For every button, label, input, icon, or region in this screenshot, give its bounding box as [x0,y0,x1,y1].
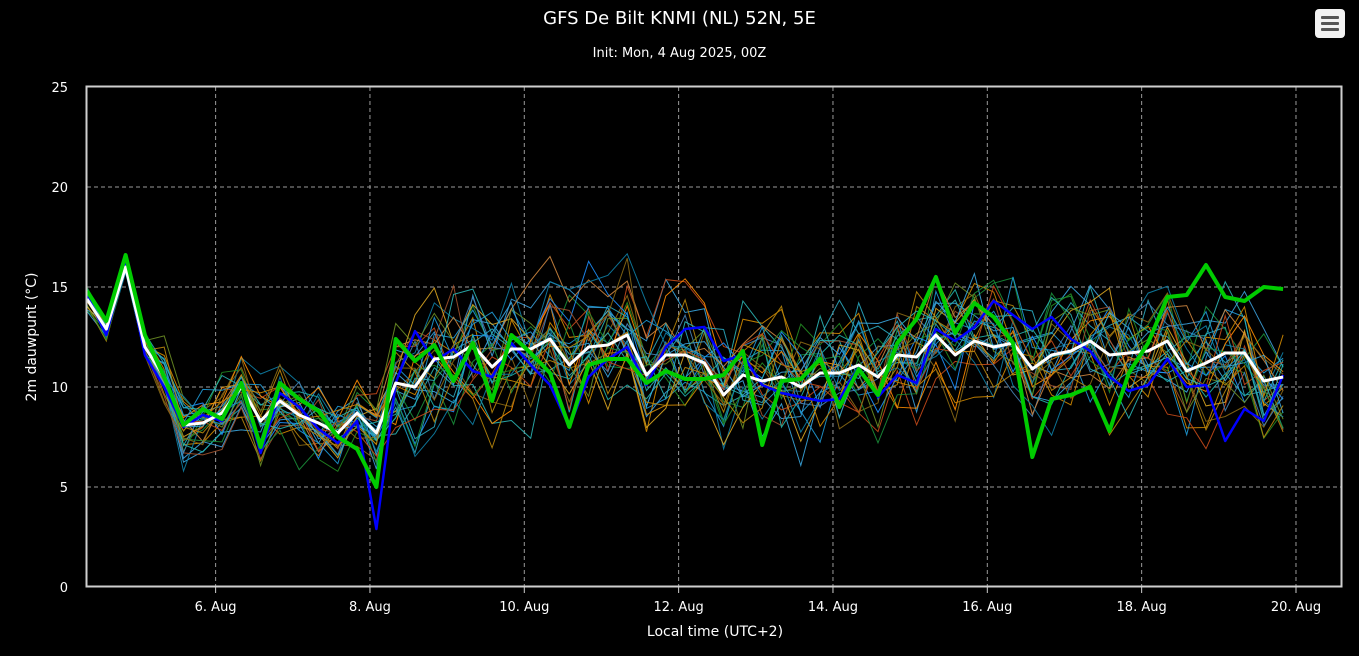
mean-series-line [85,265,1284,435]
ensemble-members-layer [86,252,1284,473]
control-series-line [85,261,1285,531]
menu-bar [1321,22,1339,25]
chart-title: GFS De Bilt KNMI (NL) 52N, 5E [543,8,816,29]
y-axis-title: 2m dauwpunt (°C) [24,272,40,401]
ensemble-member-line [86,264,1284,457]
axis-layer: 0 5 10 15 20 25 6. Aug 8. Aug 10. Aug 12. Aug 14. … [51,81,1321,615]
x-tick-label: 20. Aug [1271,600,1321,615]
y-tick-label: 5 [60,481,68,496]
x-tick-label: 18. Aug [1117,600,1167,615]
menu-bar [1321,16,1339,19]
chart-subtitle: Init: Mon, 4 Aug 2025, 00Z [592,46,767,61]
ensemble-member-line [86,260,1284,459]
operational-series-line [85,253,1284,489]
x-tick-label: 16. Aug [962,600,1012,615]
hamburger-menu-icon[interactable] [1315,9,1345,38]
ensemble-member-line [86,259,1284,441]
x-tick-label: 8. Aug [349,600,391,615]
x-tick-label: 10. Aug [499,600,549,615]
series-layer [85,253,1285,531]
menu-bar [1321,28,1339,31]
y-tick-label: 25 [51,81,68,96]
plot-frame [85,85,1343,588]
x-tick-label: 14. Aug [808,600,858,615]
y-tick-label: 15 [51,281,68,296]
ensemble-member-line [86,252,1284,458]
x-axis-title: Local time (UTC+2) [647,624,783,640]
y-tick-label: 0 [60,581,68,596]
y-tick-label: 10 [51,381,68,396]
ensemble-member-line [86,258,1284,437]
y-tick-label: 20 [51,181,68,196]
x-tick-label: 6. Aug [195,600,237,615]
x-tick-label: 12. Aug [654,600,704,615]
